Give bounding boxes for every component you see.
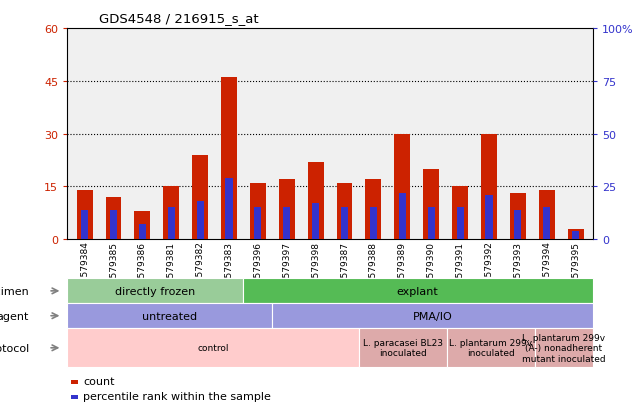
Bar: [77, 190, 92, 240]
Bar: [168, 208, 175, 240]
Bar: [572, 231, 579, 240]
Bar: [365, 180, 381, 240]
Bar: [279, 180, 295, 240]
Text: control: control: [197, 344, 229, 352]
Bar: [428, 208, 435, 240]
Bar: [485, 195, 492, 240]
Bar: [226, 178, 233, 240]
Text: percentile rank within the sample: percentile rank within the sample: [83, 391, 271, 401]
Text: explant: explant: [397, 286, 438, 296]
Bar: [510, 194, 526, 240]
Bar: [110, 210, 117, 240]
Text: L. plantarum 299v
inoculated: L. plantarum 299v inoculated: [449, 338, 532, 358]
Bar: [283, 208, 290, 240]
Bar: [81, 210, 88, 240]
Bar: [481, 134, 497, 240]
Bar: [163, 187, 179, 240]
Bar: [139, 225, 146, 240]
Bar: [197, 202, 204, 240]
Bar: [543, 208, 550, 240]
Bar: [337, 183, 353, 240]
Text: GDS4548 / 216915_s_at: GDS4548 / 216915_s_at: [99, 12, 259, 25]
Bar: [568, 229, 583, 240]
Bar: [452, 187, 468, 240]
Bar: [254, 208, 262, 240]
Bar: [394, 134, 410, 240]
Text: agent: agent: [0, 311, 29, 321]
Text: count: count: [83, 376, 115, 386]
Bar: [221, 78, 237, 240]
Text: specimen: specimen: [0, 286, 29, 296]
Text: L. paracasei BL23
inoculated: L. paracasei BL23 inoculated: [363, 338, 443, 358]
Text: PMA/IO: PMA/IO: [412, 311, 452, 321]
Bar: [250, 183, 266, 240]
Text: untreated: untreated: [142, 311, 197, 321]
Bar: [106, 197, 121, 240]
Bar: [423, 169, 439, 240]
Bar: [341, 208, 348, 240]
Text: directly frozen: directly frozen: [115, 286, 195, 296]
Bar: [456, 208, 463, 240]
Bar: [399, 193, 406, 240]
Bar: [308, 162, 324, 240]
Bar: [539, 190, 554, 240]
Bar: [312, 204, 319, 240]
Bar: [370, 208, 377, 240]
Bar: [192, 155, 208, 240]
Bar: [514, 210, 521, 240]
Text: protocol: protocol: [0, 343, 29, 353]
Text: L. plantarum 299v
(A-) nonadherent
mutant inoculated: L. plantarum 299v (A-) nonadherent mutan…: [522, 333, 606, 363]
Bar: [135, 211, 151, 240]
